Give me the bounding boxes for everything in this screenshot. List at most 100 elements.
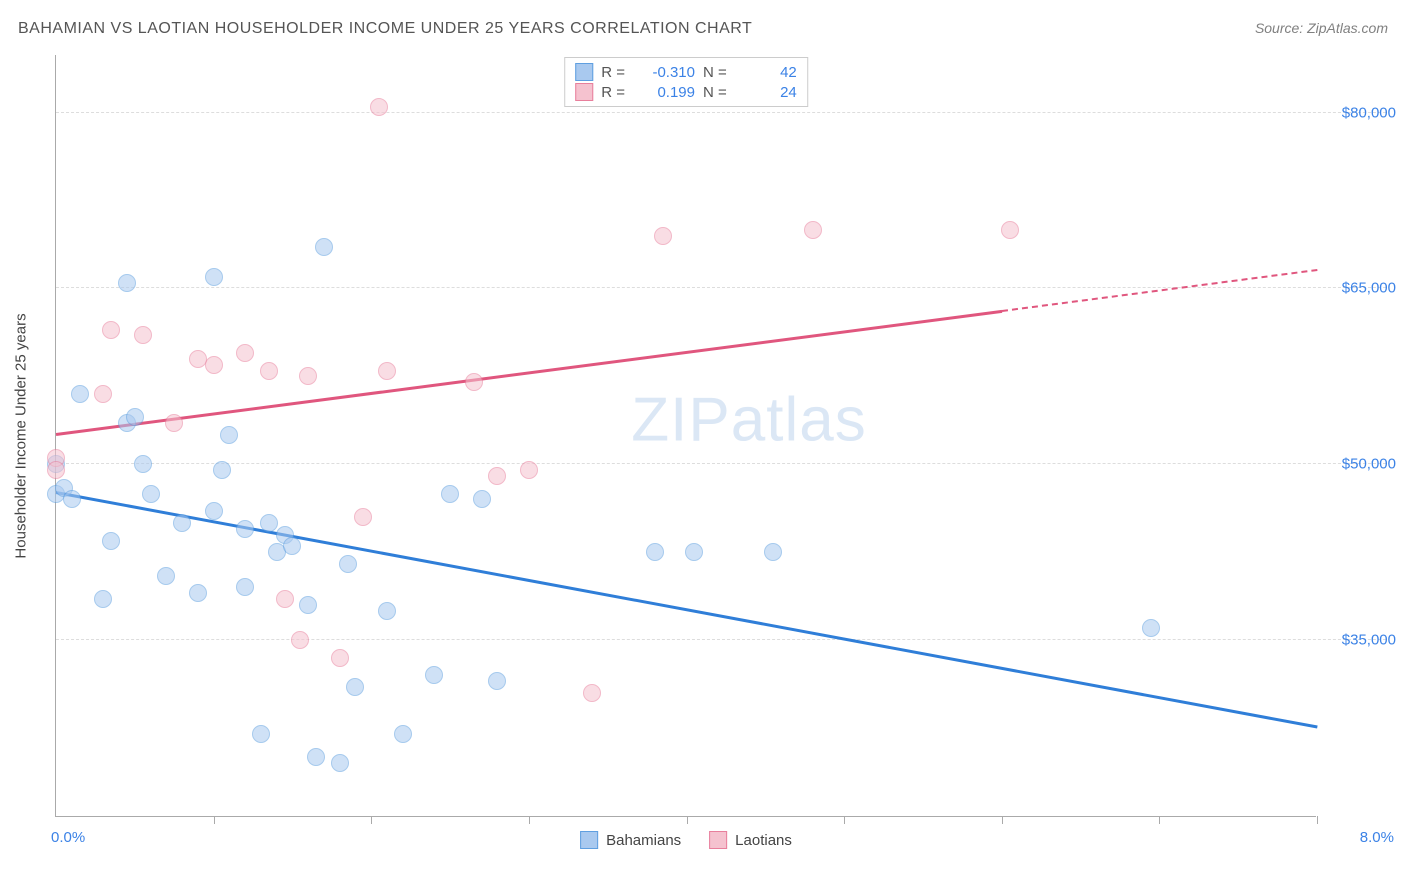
legend-n-value-bahamians: 42 [735, 64, 797, 81]
scatter-point [804, 221, 822, 239]
legend-swatch-bahamians [575, 63, 593, 81]
scatter-point [165, 414, 183, 432]
y-tick-label: $65,000 [1326, 280, 1396, 297]
legend-r-label: R = [601, 84, 625, 101]
legend-series: Bahamians Laotians [580, 831, 792, 849]
y-tick-label: $80,000 [1326, 104, 1396, 121]
legend-row-laotians: R = 0.199 N = 24 [575, 82, 797, 102]
scatter-point [685, 543, 703, 561]
scatter-point [370, 98, 388, 116]
legend-row-bahamians: R = -0.310 N = 42 [575, 62, 797, 82]
scatter-point [488, 467, 506, 485]
scatter-point [134, 455, 152, 473]
scatter-point [307, 748, 325, 766]
legend-r-value-laotians: 0.199 [633, 84, 695, 101]
scatter-point [520, 461, 538, 479]
plot-area: Householder Income Under 25 years ZIPatl… [55, 55, 1316, 817]
scatter-point [331, 754, 349, 772]
trend-line [1002, 269, 1318, 312]
scatter-point [236, 344, 254, 362]
legend-item-laotians: Laotians [709, 831, 792, 849]
trend-line [56, 309, 1002, 435]
scatter-point [118, 274, 136, 292]
x-tick [1002, 816, 1003, 824]
scatter-point [1001, 221, 1019, 239]
y-tick-label: $35,000 [1326, 632, 1396, 649]
legend-correlation: R = -0.310 N = 42 R = 0.199 N = 24 [564, 57, 808, 107]
scatter-point [764, 543, 782, 561]
scatter-point [236, 578, 254, 596]
scatter-point [213, 461, 231, 479]
scatter-point [102, 321, 120, 339]
legend-label-laotians: Laotians [735, 832, 792, 849]
scatter-point [646, 543, 664, 561]
legend-n-value-laotians: 24 [735, 84, 797, 101]
scatter-point [291, 631, 309, 649]
scatter-point [1142, 619, 1160, 637]
scatter-point [63, 490, 81, 508]
scatter-point [94, 590, 112, 608]
scatter-point [315, 238, 333, 256]
x-tick [1317, 816, 1318, 824]
scatter-point [299, 367, 317, 385]
x-tick [529, 816, 530, 824]
scatter-point [260, 362, 278, 380]
legend-swatch-laotians [575, 83, 593, 101]
x-tick [214, 816, 215, 824]
scatter-point [94, 385, 112, 403]
scatter-point [236, 520, 254, 538]
scatter-point [220, 426, 238, 444]
scatter-point [157, 567, 175, 585]
scatter-point [142, 485, 160, 503]
scatter-point [346, 678, 364, 696]
scatter-point [299, 596, 317, 614]
scatter-point [205, 502, 223, 520]
scatter-point [252, 725, 270, 743]
scatter-point [488, 672, 506, 690]
scatter-point [331, 649, 349, 667]
scatter-point [654, 227, 672, 245]
source-label: Source: ZipAtlas.com [1255, 20, 1388, 36]
scatter-point [126, 408, 144, 426]
title-bar: BAHAMIAN VS LAOTIAN HOUSEHOLDER INCOME U… [18, 20, 1388, 38]
legend-item-bahamians: Bahamians [580, 831, 681, 849]
legend-swatch-bahamians [580, 831, 598, 849]
scatter-point [205, 356, 223, 374]
watermark: ZIPatlas [631, 385, 866, 456]
scatter-point [173, 514, 191, 532]
scatter-point [583, 684, 601, 702]
scatter-point [260, 514, 278, 532]
legend-n-label: N = [703, 64, 727, 81]
scatter-point [339, 555, 357, 573]
gridline [56, 639, 1386, 640]
scatter-point [378, 602, 396, 620]
scatter-point [283, 537, 301, 555]
scatter-point [134, 326, 152, 344]
gridline [56, 112, 1386, 113]
legend-r-value-bahamians: -0.310 [633, 64, 695, 81]
scatter-point [47, 461, 65, 479]
scatter-point [473, 490, 491, 508]
scatter-point [354, 508, 372, 526]
chart-container: BAHAMIAN VS LAOTIAN HOUSEHOLDER INCOME U… [0, 0, 1406, 892]
scatter-point [276, 590, 294, 608]
y-axis-label: Householder Income Under 25 years [13, 313, 30, 558]
legend-r-label: R = [601, 64, 625, 81]
x-tick [371, 816, 372, 824]
legend-label-bahamians: Bahamians [606, 832, 681, 849]
scatter-point [102, 532, 120, 550]
x-tick [687, 816, 688, 824]
x-axis-min-label: 0.0% [51, 829, 85, 846]
scatter-point [189, 584, 207, 602]
x-tick [1159, 816, 1160, 824]
x-tick [844, 816, 845, 824]
scatter-point [425, 666, 443, 684]
scatter-point [378, 362, 396, 380]
scatter-point [465, 373, 483, 391]
scatter-point [205, 268, 223, 286]
scatter-point [394, 725, 412, 743]
legend-swatch-laotians [709, 831, 727, 849]
scatter-point [441, 485, 459, 503]
x-axis-max-label: 8.0% [1360, 829, 1394, 846]
scatter-point [71, 385, 89, 403]
